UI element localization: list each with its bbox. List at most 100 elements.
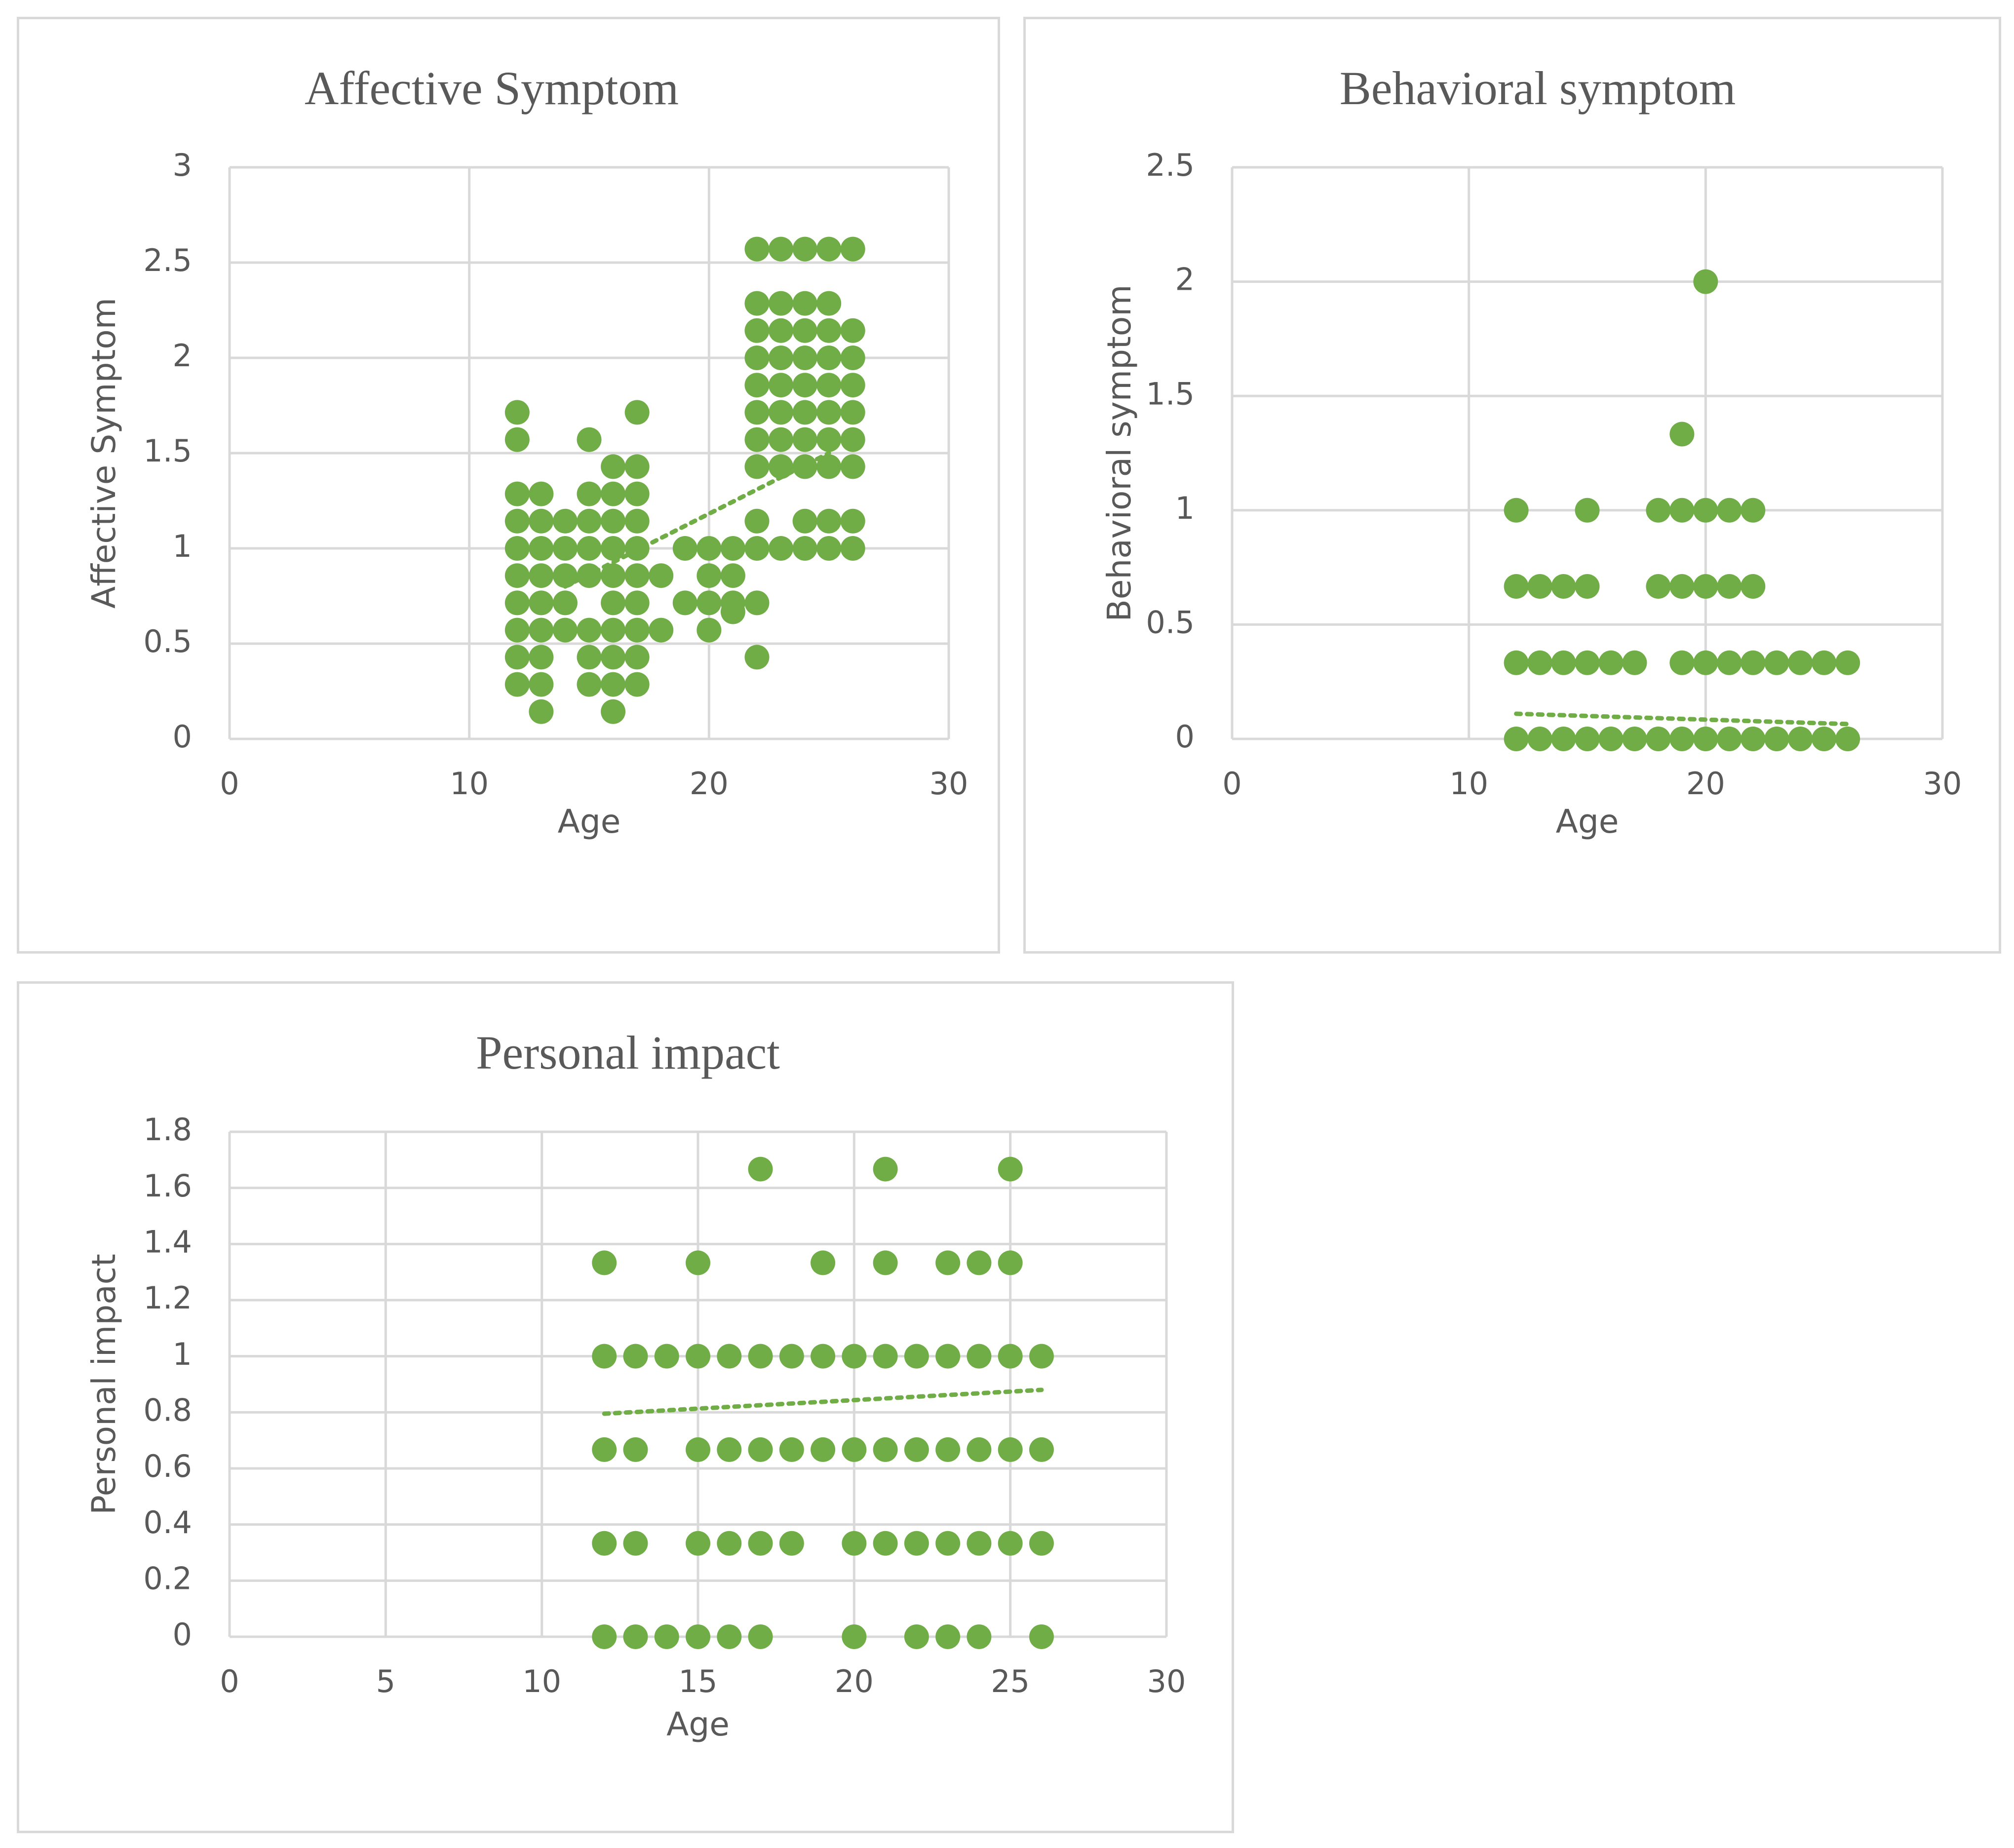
data-point — [816, 454, 842, 479]
y-axis-title: Behavioral symptom — [1100, 284, 1138, 621]
data-point — [529, 699, 554, 724]
data-point — [935, 1250, 961, 1275]
x-axis-title: Age — [1556, 803, 1619, 841]
data-point — [769, 291, 794, 316]
y-tick-label: 0.2 — [143, 1560, 192, 1596]
data-point — [842, 1624, 867, 1649]
data-point — [552, 563, 578, 588]
data-point — [1693, 650, 1718, 675]
y-tick-label: 2.5 — [1146, 147, 1195, 183]
data-point — [935, 1531, 961, 1556]
data-point — [529, 590, 554, 616]
data-point — [601, 508, 626, 534]
y-tick-label: 0.5 — [1146, 604, 1195, 640]
y-tick-label: 3 — [173, 147, 192, 183]
data-point — [1693, 498, 1718, 523]
x-axis-title: Age — [666, 1705, 730, 1743]
data-point — [779, 1437, 804, 1462]
data-point — [504, 481, 530, 506]
data-point — [811, 1437, 836, 1462]
x-tick-label: 0 — [1222, 766, 1241, 802]
chart-panel-affective-symptom: Affective Symptom 0 0.5 1 1.5 2 2.5 3 0 10 20 30 Age… — [17, 17, 1000, 954]
data-point — [720, 536, 745, 561]
data-point — [1835, 650, 1860, 675]
data-point — [840, 536, 865, 561]
data-point — [623, 1624, 648, 1649]
x-tick-label: 0 — [220, 766, 239, 802]
data-point — [592, 1437, 617, 1462]
data-point — [873, 1156, 898, 1182]
data-point — [1646, 727, 1671, 751]
x-tick-label: 5 — [376, 1663, 395, 1699]
data-point — [744, 236, 770, 262]
data-point — [1669, 498, 1695, 523]
data-point — [1717, 498, 1742, 523]
x-tick-label: 20 — [1686, 766, 1725, 802]
data-point — [744, 536, 770, 561]
data-point — [686, 1624, 710, 1649]
data-point — [504, 427, 530, 452]
data-point — [624, 400, 650, 425]
data-point — [744, 318, 770, 343]
data-point — [592, 1344, 617, 1369]
data-point — [1527, 650, 1552, 675]
data-point — [1029, 1624, 1054, 1649]
x-tick-label: 10 — [1449, 766, 1488, 802]
data-point — [744, 427, 770, 452]
data-point — [967, 1531, 992, 1556]
data-point — [744, 645, 770, 670]
data-point — [1029, 1344, 1054, 1369]
data-point — [697, 563, 722, 588]
x-tick-label: 30 — [1923, 766, 1962, 802]
data-point — [1693, 269, 1718, 294]
data-point — [601, 454, 626, 479]
y-tick-label: 0.5 — [143, 623, 192, 659]
y-tick-label: 0 — [1175, 719, 1195, 755]
data-point — [1029, 1437, 1054, 1462]
data-point — [1669, 574, 1695, 599]
data-point — [998, 1437, 1023, 1462]
data-point — [504, 590, 530, 616]
data-point — [1551, 574, 1576, 599]
data-point — [577, 672, 602, 697]
trendline — [563, 451, 831, 589]
data-point — [840, 508, 865, 534]
x-tick-label: 25 — [991, 1663, 1030, 1699]
data-point — [529, 617, 554, 643]
data-point — [552, 508, 578, 534]
y-tick-label: 0 — [173, 1617, 192, 1653]
x-tick-label: 10 — [450, 766, 489, 802]
data-point — [624, 454, 650, 479]
y-tick-label: 2 — [1175, 262, 1195, 298]
data-point — [601, 481, 626, 506]
data-point — [529, 481, 554, 506]
data-point — [1717, 574, 1742, 599]
data-point — [1788, 727, 1813, 751]
data-point — [811, 1344, 836, 1369]
data-point — [1741, 650, 1766, 675]
data-point — [577, 508, 602, 534]
data-point — [529, 672, 554, 697]
data-point — [717, 1344, 742, 1369]
data-point — [816, 427, 842, 452]
chart-title: Behavioral symptom — [1340, 62, 1736, 115]
data-point — [816, 373, 842, 398]
y-tick-label: 1 — [173, 1336, 192, 1372]
y-tick-label: 1.6 — [143, 1168, 192, 1204]
data-point — [769, 318, 794, 343]
y-tick-label: 1.2 — [143, 1280, 192, 1316]
data-point — [504, 645, 530, 670]
data-point — [792, 400, 817, 425]
data-point — [504, 617, 530, 643]
data-point — [577, 617, 602, 643]
data-point — [529, 508, 554, 534]
data-point — [792, 454, 817, 479]
data-point — [552, 590, 578, 616]
data-point — [577, 645, 602, 670]
data-point — [1575, 727, 1600, 751]
data-point — [624, 481, 650, 506]
data-point — [748, 1156, 773, 1182]
data-point — [717, 1624, 742, 1649]
data-point — [649, 563, 674, 588]
data-point — [904, 1437, 929, 1462]
